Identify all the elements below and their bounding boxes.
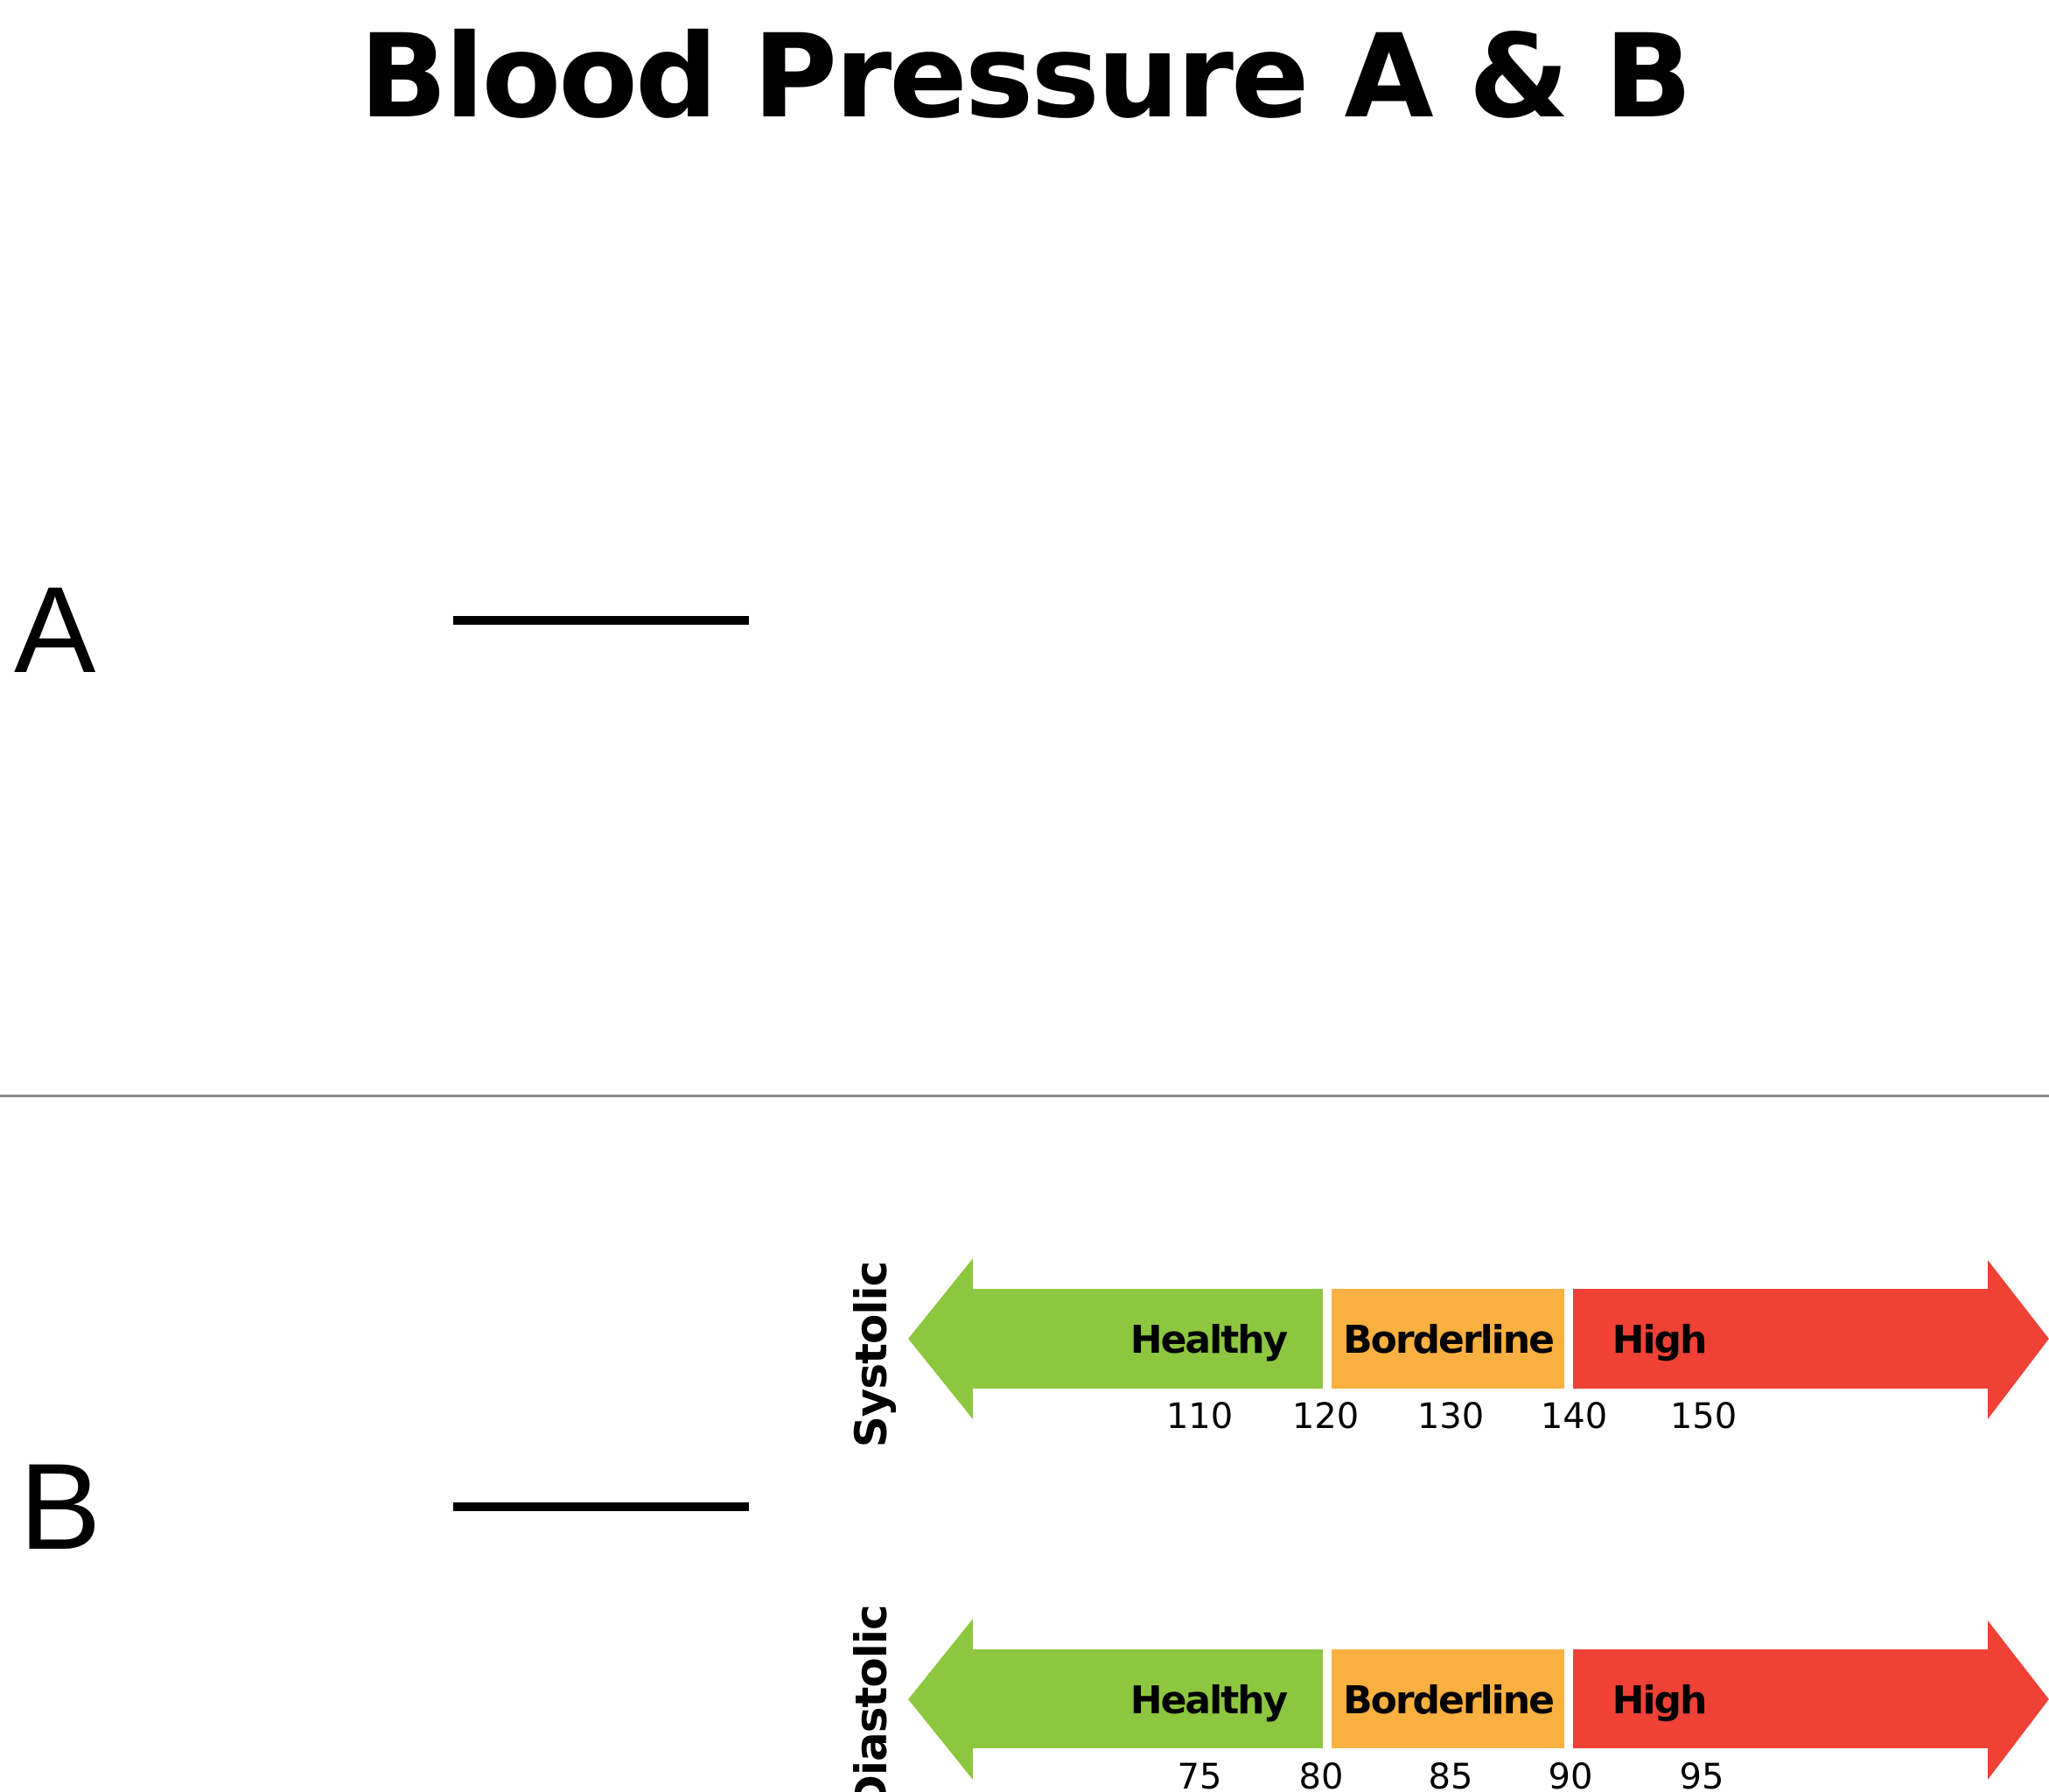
systolic-tick-label: 130	[1417, 1396, 1484, 1437]
diastolic-scale: Diastolic Healthy Borderline High 75 80 …	[846, 1605, 2049, 1792]
diastolic-high-label: High	[1612, 1678, 1706, 1723]
systolic-tick-label: 140	[1541, 1396, 1607, 1437]
diastolic-tick-label: 90	[1549, 1757, 1593, 1792]
systolic-healthy-arrow	[908, 1258, 1323, 1419]
diastolic-tick-label: 85	[1429, 1757, 1473, 1792]
diastolic-healthy-arrow	[908, 1619, 1323, 1780]
systolic-borderline-band	[1332, 1289, 1564, 1389]
systolic-tick-label: 120	[1292, 1396, 1359, 1437]
diastolic-high-arrow	[1573, 1620, 2049, 1780]
page-title: Blood Pressure A & B	[359, 10, 1693, 144]
row-b-answer-blank[interactable]	[453, 1502, 749, 1511]
systolic-healthy-label: Healthy	[1130, 1318, 1288, 1362]
diastolic-borderline-band	[1332, 1649, 1564, 1748]
row-a-label: A	[14, 561, 96, 698]
systolic-scale: Systolic Healthy Borderline High 110 120…	[846, 1258, 2049, 1447]
row-b-label: B	[19, 1438, 101, 1575]
diastolic-healthy-label: Healthy	[1130, 1678, 1288, 1723]
systolic-tick-label: 150	[1670, 1396, 1737, 1437]
row-a-answer-blank[interactable]	[453, 616, 749, 625]
diastolic-tick-label: 80	[1299, 1757, 1344, 1792]
diastolic-tick-label: 75	[1178, 1757, 1222, 1792]
systolic-tick-label: 110	[1166, 1396, 1233, 1437]
diastolic-tick-label: 95	[1680, 1757, 1724, 1792]
systolic-scale-title: Systolic	[846, 1262, 897, 1448]
section-divider	[0, 1095, 2049, 1097]
systolic-high-arrow	[1573, 1260, 2049, 1419]
diastolic-borderline-label: Borderline	[1343, 1678, 1553, 1723]
systolic-high-label: High	[1612, 1318, 1706, 1362]
diastolic-scale-title: Diastolic	[846, 1605, 897, 1792]
systolic-borderline-label: Borderline	[1343, 1318, 1553, 1362]
